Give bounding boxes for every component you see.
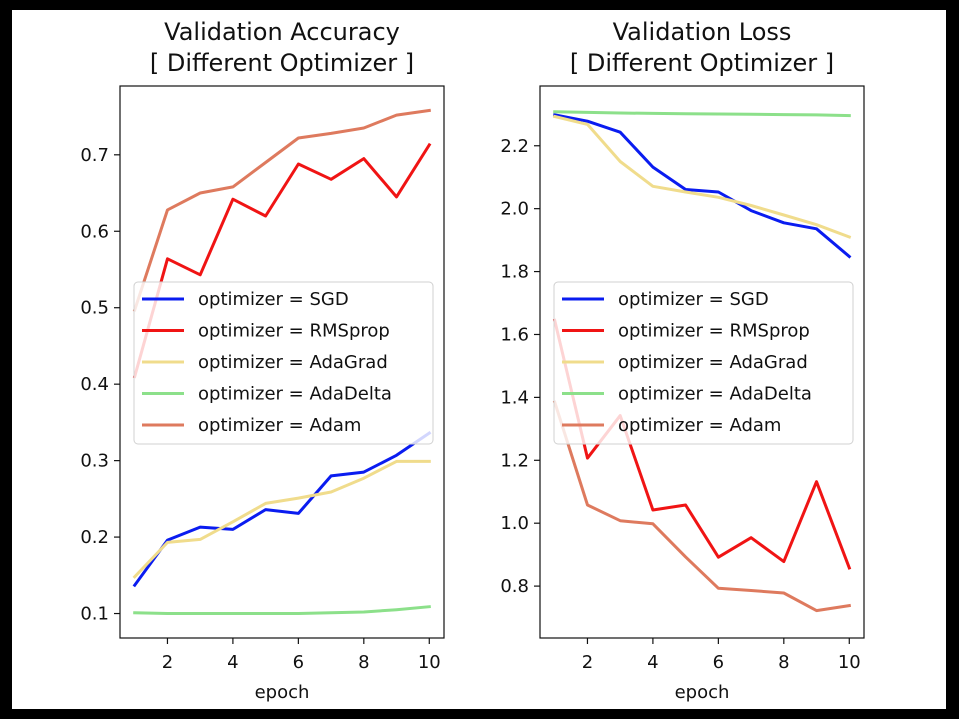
accuracy-legend-label-adagrad: optimizer = AdaGrad	[198, 352, 388, 373]
loss-title-line-2: [ Different Optimizer ]	[570, 49, 834, 77]
accuracy-ytick-label: 0.6	[80, 221, 109, 242]
accuracy-series-adadelta-line	[133, 605, 431, 615]
loss-ytick-label: 2.0	[500, 199, 529, 220]
loss-ytick-label: 0.8	[500, 576, 529, 597]
accuracy-series-rmsprop-line	[132, 142, 432, 379]
loss-series-adam-line	[552, 400, 852, 613]
loss-series-adadelta-line	[553, 110, 851, 118]
loss-ytick-label: 2.2	[500, 136, 529, 157]
loss-title-line-1: Validation Loss	[613, 18, 792, 46]
loss-xtick-label: 8	[778, 652, 789, 673]
loss-legend-label-sgd: optimizer = SGD	[618, 289, 769, 310]
loss-axes-frame	[539, 85, 865, 639]
accuracy-ytick-label: 0.2	[80, 527, 109, 548]
accuracy-ytick-label: 0.7	[80, 145, 109, 166]
loss-legend-box	[553, 281, 854, 445]
loss-xaxis-label: epoch	[675, 682, 730, 703]
loss-ytick-label: 1.0	[500, 513, 529, 534]
accuracy-xtick-label: 2	[162, 652, 173, 673]
loss-legend: optimizer = SGD optimizer = RMSprop optimi…	[553, 281, 854, 445]
accuracy-series-sgd-line	[132, 431, 432, 588]
loss-series-sgd-line	[552, 113, 852, 259]
loss-legend-label-rmsprop: optimizer = RMSprop	[618, 321, 810, 342]
loss-series-group	[552, 110, 852, 613]
accuracy-series-adam-line	[132, 108, 431, 312]
loss-xtick-label: 4	[647, 652, 658, 673]
accuracy-xtick-label: 6	[293, 652, 304, 673]
loss-ytick-label: 1.6	[500, 324, 529, 345]
accuracy-legend-label-adadelta: optimizer = AdaDelta	[198, 384, 392, 405]
accuracy-title-line-2: [ Different Optimizer ]	[150, 49, 414, 77]
loss-series-adagrad-line	[552, 114, 852, 239]
accuracy-legend-label-sgd: optimizer = SGD	[198, 289, 349, 310]
accuracy-title-line-1: Validation Accuracy	[164, 18, 400, 46]
loss-xtick-label: 10	[838, 652, 861, 673]
accuracy-panel: Validation Accuracy [ Different Optimizer…	[80, 18, 445, 703]
accuracy-xaxis-label: epoch	[255, 682, 310, 703]
loss-ytick-label: 1.2	[500, 450, 529, 471]
accuracy-xtick-label: 8	[358, 652, 369, 673]
loss-ytick-label: 1.8	[500, 262, 529, 283]
accuracy-ytick-label: 0.5	[80, 298, 109, 319]
accuracy-series-group	[132, 108, 432, 615]
accuracy-ytick-label: 0.4	[80, 374, 109, 395]
accuracy-legend: optimizer = SGD optimizer = RMSprop optimi…	[133, 281, 434, 445]
accuracy-legend-label-rmsprop: optimizer = RMSprop	[198, 321, 390, 342]
accuracy-legend-label-adam: optimizer = Adam	[198, 415, 361, 436]
loss-xtick-label: 6	[713, 652, 724, 673]
loss-legend-label-adadelta: optimizer = AdaDelta	[618, 384, 812, 405]
accuracy-ytick-label: 0.3	[80, 451, 109, 472]
accuracy-legend-box	[133, 281, 434, 445]
loss-ytick-label: 1.4	[500, 387, 529, 408]
accuracy-axes-frame	[119, 85, 445, 639]
loss-legend-label-adam: optimizer = Adam	[618, 415, 781, 436]
loss-panel: Validation Loss [ Different Optimizer ] 2 4…	[500, 18, 865, 703]
accuracy-ytick-label: 0.1	[80, 604, 109, 625]
loss-xtick-label: 2	[582, 652, 593, 673]
accuracy-series-adagrad-line	[132, 459, 431, 579]
accuracy-xtick-label: 4	[227, 652, 238, 673]
accuracy-xtick-label: 10	[418, 652, 441, 673]
loss-legend-label-adagrad: optimizer = AdaGrad	[618, 352, 808, 373]
